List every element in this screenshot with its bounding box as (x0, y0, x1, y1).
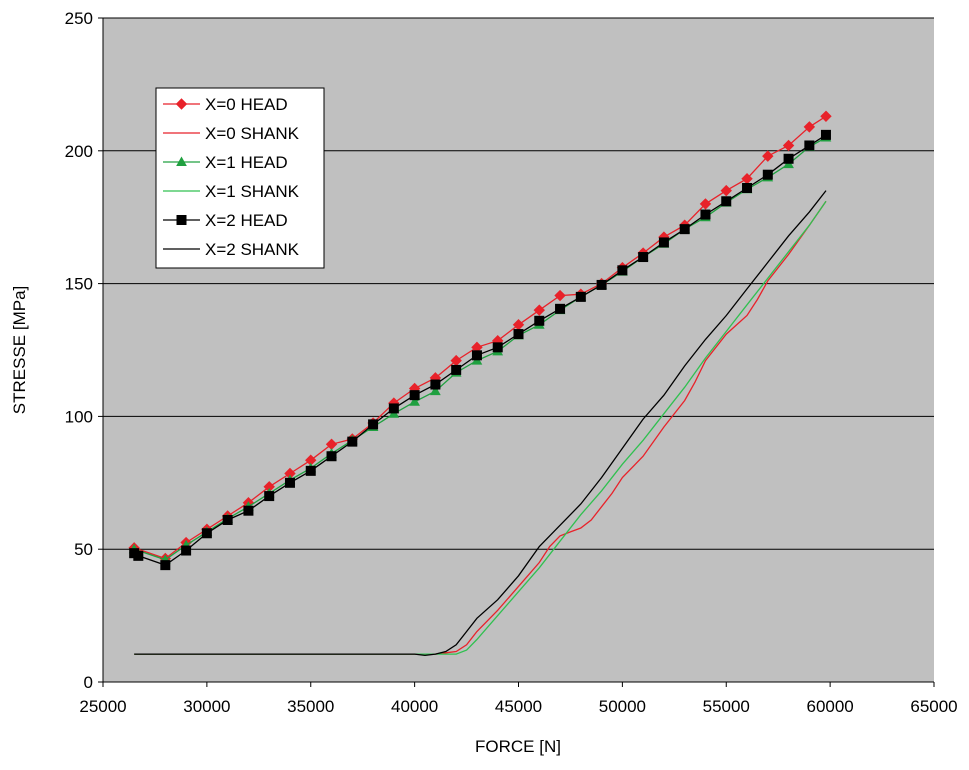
legend-entry: X=0 HEAD (163, 95, 288, 114)
data-point-square (783, 153, 794, 164)
data-point-square (284, 477, 295, 488)
y-tick-label: 200 (65, 142, 93, 161)
x-tick-label: 65000 (910, 697, 957, 716)
data-point-square (658, 237, 669, 248)
data-point-square (451, 364, 462, 375)
series-line (134, 190, 827, 657)
data-point-diamond (820, 110, 832, 122)
legend-label: X=1 HEAD (205, 153, 288, 172)
y-tick-label: 100 (65, 407, 93, 426)
data-point-square (804, 140, 815, 151)
x-tick-label: 30000 (183, 697, 230, 716)
data-point-diamond (803, 121, 816, 133)
data-point-square (638, 252, 649, 263)
data-point-square (492, 342, 503, 353)
legend-label: X=2 SHANK (205, 240, 300, 259)
data-point-square (133, 550, 144, 561)
data-point-square (347, 436, 358, 447)
legend-entry: X=1 HEAD (163, 153, 288, 172)
x-ticks: 25000 30000 35000 40000 45000 50000 55000 60000… (79, 682, 958, 716)
legend-entry: X=1 SHANK (163, 182, 300, 201)
data-point-square (513, 329, 524, 340)
y-tick-label: 250 (65, 9, 93, 28)
series-line (134, 200, 827, 655)
legend-entry: X=2 HEAD (163, 211, 288, 230)
legend-label: X=0 SHANK (205, 124, 300, 143)
series-line (133, 136, 827, 561)
data-point-diamond (175, 98, 188, 110)
x-tick-label: 40000 (391, 697, 438, 716)
data-point-diamond (762, 150, 774, 162)
data-point-square (596, 279, 607, 290)
legend-box (155, 87, 325, 269)
data-point-square (222, 514, 233, 525)
data-point-square (326, 451, 337, 462)
data-point-diamond (720, 184, 732, 197)
data-point-square (243, 505, 254, 516)
legend-entry: X=2 SHANK (163, 240, 300, 259)
x-tick-label: 45000 (495, 697, 542, 716)
series-2 (134, 200, 827, 655)
data-point-square (181, 545, 192, 556)
data-point-diamond (699, 198, 712, 210)
data-point-square (679, 224, 690, 235)
legend: X=0 HEAD X=0 SHANK X=1 HEAD X=1 SHANK X=2 HE… (155, 87, 325, 269)
data-point-square (575, 291, 586, 302)
data-point-diamond (533, 304, 545, 316)
x-axis-label: FORCE [N] (475, 737, 561, 756)
series-layer (128, 110, 832, 657)
data-point-square (176, 215, 187, 225)
data-point-triangle (176, 156, 187, 166)
data-point-square (617, 265, 628, 276)
legend-label: X=1 SHANK (205, 182, 300, 201)
data-point-square (534, 315, 545, 326)
x-tick-label: 25000 (79, 697, 126, 716)
data-point-triangle (409, 396, 420, 406)
y-ticks: 0 50 100 150 200 250 (65, 9, 103, 692)
data-point-square (160, 560, 171, 571)
data-point-square (471, 350, 482, 361)
legend-entry: X=0 SHANK (163, 124, 300, 143)
data-point-diamond (782, 139, 795, 152)
data-point-square (368, 419, 379, 430)
data-point-square (742, 182, 753, 193)
data-point-triangle (430, 385, 441, 396)
x-tick-label: 55000 (703, 697, 750, 716)
data-point-square (430, 379, 441, 390)
data-point-square (555, 303, 566, 314)
legend-label: X=2 HEAD (205, 211, 288, 230)
data-point-square (264, 491, 275, 502)
data-point-diamond (554, 289, 566, 302)
x-tick-label: 50000 (599, 697, 646, 716)
data-point-square (700, 209, 711, 220)
series-5 (129, 129, 831, 571)
x-tick-label: 60000 (806, 697, 853, 716)
data-point-square (305, 465, 316, 476)
y-tick-label: 150 (65, 275, 93, 294)
data-point-square (721, 196, 732, 207)
x-tick-label: 35000 (287, 697, 334, 716)
data-point-square (388, 403, 399, 414)
y-tick-label: 0 (84, 673, 93, 692)
legend-label: X=0 HEAD (205, 95, 288, 114)
y-tick-label: 50 (74, 540, 93, 559)
y-axis-label: STRESSE [MPa] (10, 286, 29, 414)
data-point-square (820, 129, 831, 140)
series-line (133, 115, 827, 560)
data-point-square (762, 169, 773, 180)
series-6 (134, 190, 827, 657)
data-point-square (409, 390, 420, 401)
data-point-square (201, 528, 212, 539)
